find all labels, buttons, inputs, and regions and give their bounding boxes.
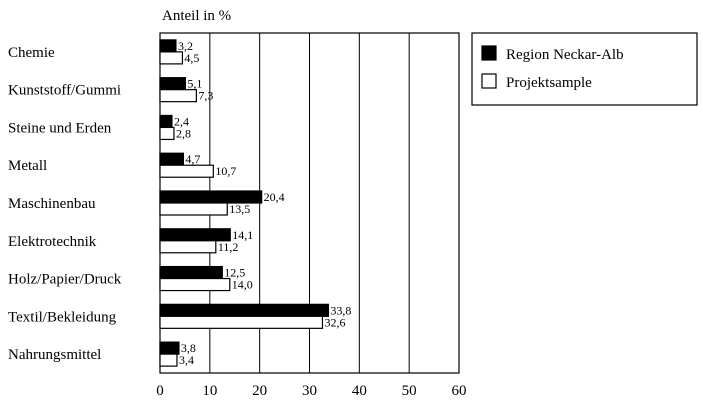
bar-region-neckar-alb [160,153,183,165]
category-label: Textil/Bekleidung [8,309,117,325]
data-label: 13,5 [229,202,250,216]
bar-projektsample [160,90,196,102]
category-label: Metall [8,158,47,174]
bar-projektsample [160,241,216,253]
legend-swatch [482,74,496,88]
data-label: 11,2 [218,240,239,254]
x-tick-label: 0 [156,383,164,399]
category-label: Nahrungsmittel [8,347,101,363]
bar-region-neckar-alb [160,342,179,354]
data-label: 2,8 [176,126,191,140]
data-label: 4,5 [184,51,199,65]
bar-region-neckar-alb [160,267,222,279]
legend: Region Neckar-Alb Projektsample [472,33,697,105]
bar-projektsample [160,316,322,328]
x-tick-label: 30 [302,383,317,399]
category-label: Kunststoff/Gummi [8,83,121,99]
x-tick-label: 40 [352,383,367,399]
bar-projektsample [160,203,227,215]
data-label: 7,3 [198,89,213,103]
bar-region-neckar-alb [160,40,176,52]
category-label: Elektrotechnik [8,234,97,250]
bar-projektsample [160,279,230,291]
category-label: Chemie [8,45,55,61]
bar-region-neckar-alb [160,78,185,90]
axis-title: Anteil in % [162,8,231,24]
legend-swatch [482,46,496,60]
data-label: 20,4 [264,190,285,204]
x-tick-label: 60 [452,383,467,399]
data-label: 14,0 [232,278,253,292]
legend-label: Projektsample [506,75,592,91]
legend-label: Region Neckar-Alb [506,47,624,63]
category-label: Steine und Erden [8,120,112,136]
data-label: 32,6 [324,315,345,329]
bars: 3,24,55,17,32,42,84,710,720,413,514,111,… [160,39,351,367]
bar-projektsample [160,52,182,64]
legend-box [472,33,697,105]
x-tick-label: 20 [252,383,267,399]
category-label: Maschinenbau [8,196,96,212]
bar-projektsample [160,127,174,139]
data-label: 4,7 [185,152,200,166]
category-labels: Chemie Kunststoff/Gummi Steine und Erden Me… [8,45,122,363]
category-label: Holz/Papier/Druck [8,272,122,288]
bar-projektsample [160,165,213,177]
data-label: 3,4 [179,353,194,367]
bar-region-neckar-alb [160,115,172,127]
bar-region-neckar-alb [160,304,328,316]
bar-projektsample [160,354,177,366]
x-tick-label: 10 [202,383,217,399]
x-tick-labels: 0 10 20 30 40 50 60 [156,383,466,399]
data-label: 10,7 [215,164,236,178]
x-tick-label: 50 [402,383,417,399]
